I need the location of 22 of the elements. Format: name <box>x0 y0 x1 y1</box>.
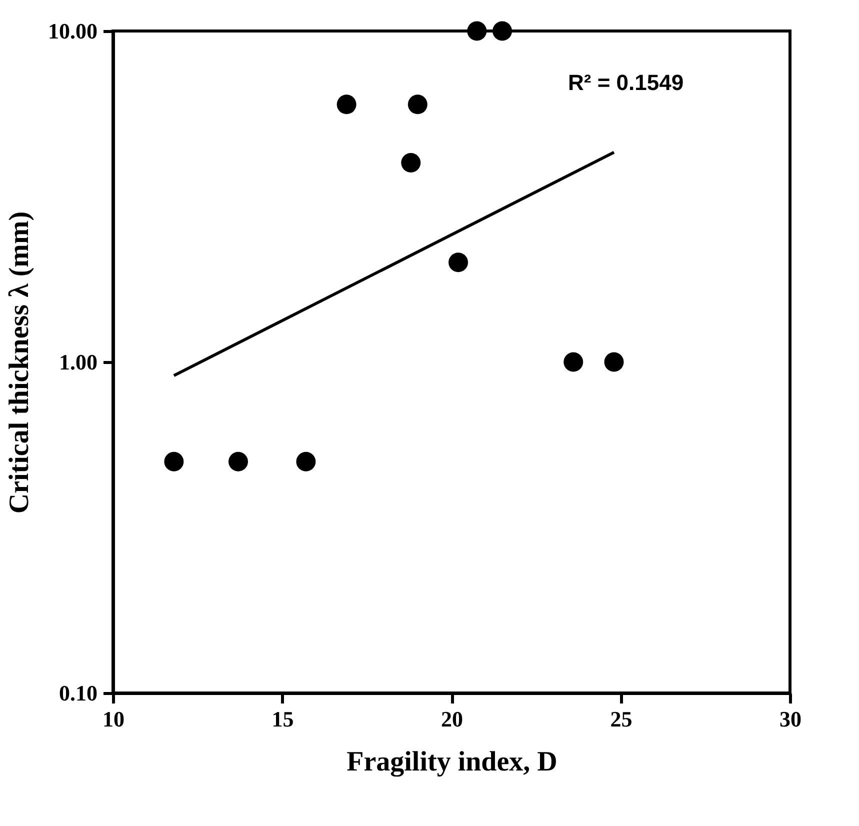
point <box>336 94 356 114</box>
point <box>401 152 421 172</box>
point <box>164 452 184 472</box>
x-tick-label: 30 <box>780 706 802 732</box>
point <box>408 94 428 114</box>
annotation: R² = 0.1549 <box>568 70 684 95</box>
y-tick-label: 10.00 <box>48 18 98 44</box>
y-tick-label: 1.00 <box>59 350 98 374</box>
point <box>228 452 248 472</box>
point <box>467 21 487 41</box>
y-axis-title: Critical thickness λ (mm) <box>4 211 35 514</box>
x-axis-title: Fragility index, D <box>346 746 558 778</box>
x-tick-label: 25 <box>610 706 632 732</box>
point <box>564 352 584 372</box>
point <box>448 252 468 272</box>
point <box>604 352 624 372</box>
x-tick-label: 15 <box>272 706 294 732</box>
x-tick-label: 20 <box>441 706 463 732</box>
point <box>492 21 512 41</box>
x-tick-label: 10 <box>102 706 124 732</box>
point <box>296 452 316 472</box>
y-tick-label: 0.10 <box>59 680 98 706</box>
